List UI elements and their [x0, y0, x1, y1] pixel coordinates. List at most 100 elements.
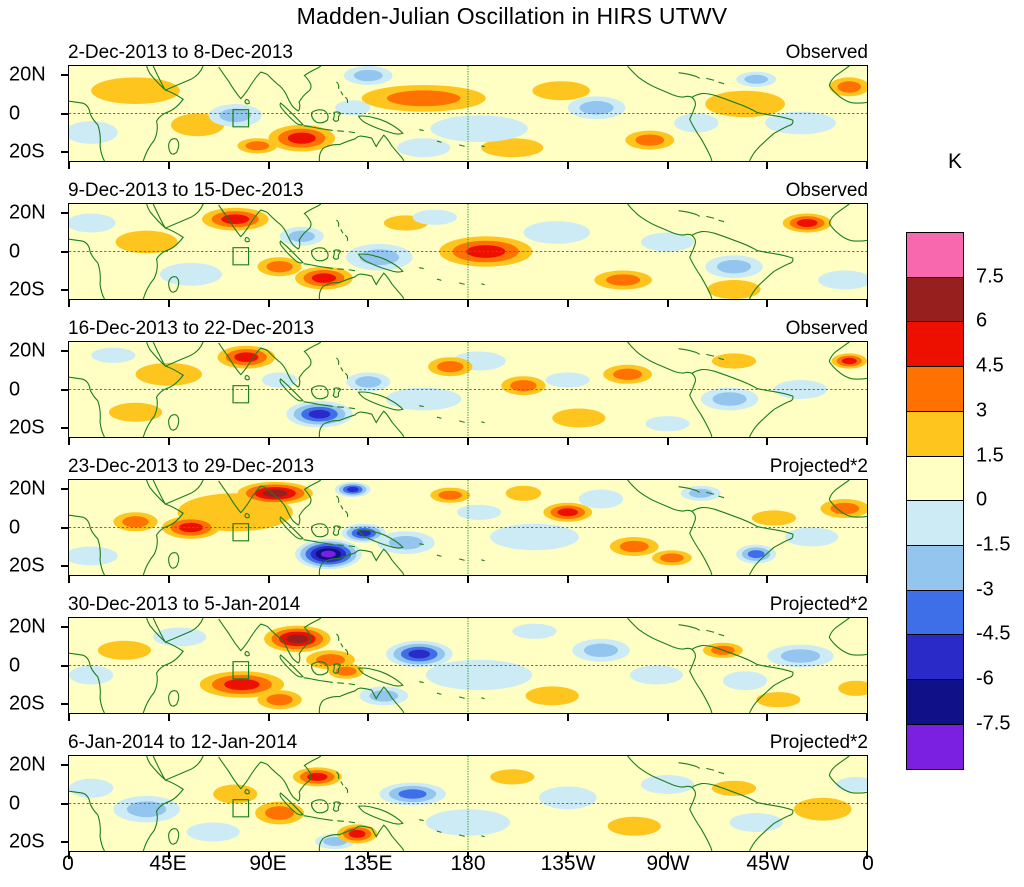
panel-source-label: Projected*2 — [769, 594, 868, 615]
y-axis-tick — [61, 151, 69, 154]
y-axis-label: 0 — [9, 378, 21, 400]
x-axis-tick — [766, 437, 769, 445]
map-panel-6: 20N 0 20S — [9, 753, 868, 859]
x-axis-tick — [68, 299, 70, 307]
panel-date-range: 30-Dec-2013 to 5-Jan-2014 — [68, 594, 301, 615]
panel-2: 9-Dec-2013 to 15-Dec-2013 Observed 20N 0… — [9, 176, 868, 307]
x-axis-label: 90W — [646, 852, 690, 875]
x-axis-tick — [267, 851, 270, 859]
panel-1: 2-Dec-2013 to 8-Dec-2013 Observed 20N 0 … — [9, 38, 868, 169]
region-of-interest-box — [233, 248, 249, 265]
x-axis-tick — [167, 851, 170, 859]
colorbar-cell — [906, 723, 964, 771]
panel-source-label: Observed — [785, 180, 868, 201]
y-axis-tick — [61, 487, 69, 490]
colorbar-cells — [906, 232, 964, 771]
colorbar-tick-label: -3 — [976, 578, 994, 601]
colorbar-tick-label: -1.5 — [976, 533, 1011, 556]
y-axis-label: 20N — [9, 339, 46, 362]
colorbar-cell — [906, 321, 964, 368]
x-axis-tick — [866, 161, 868, 169]
map-canvas — [69, 66, 867, 161]
x-axis-tick — [766, 713, 769, 721]
x-axis-tick — [666, 575, 669, 583]
panel-6-header: 6-Jan-2014 to 12-Jan-2014 Projected*2 — [68, 728, 868, 755]
y-axis-label: 0 — [9, 240, 21, 262]
map-panel-5: 20N 0 20S — [9, 615, 868, 721]
map-canvas — [69, 756, 867, 851]
x-axis-tick — [866, 575, 868, 583]
colorbar-tick-label: 0 — [976, 488, 988, 511]
x-axis-tick — [766, 299, 769, 307]
x-axis-tick — [866, 851, 868, 859]
panel-source-label: Projected*2 — [769, 732, 868, 753]
panels-container: 2-Dec-2013 to 8-Dec-2013 Observed 20N 0 … — [9, 38, 868, 866]
x-axis-tick — [467, 851, 469, 859]
colorbar-cell — [906, 679, 964, 726]
x-axis-tick — [467, 713, 469, 721]
y-axis-tick — [61, 802, 69, 805]
y-axis-tick — [61, 841, 69, 844]
x-axis-tick — [566, 713, 569, 721]
x-axis-tick — [467, 575, 469, 583]
x-axis-label: 0 — [862, 852, 874, 875]
region-of-interest-box — [233, 386, 249, 403]
panel-2-header: 9-Dec-2013 to 15-Dec-2013 Observed — [68, 176, 868, 203]
colorbar-cell — [906, 500, 964, 547]
colorbar-cell — [906, 634, 964, 681]
x-axis-label: 90E — [249, 852, 287, 875]
x-axis-tick — [467, 299, 469, 307]
x-axis-tick — [666, 437, 669, 445]
colorbar-tick-label: 1.5 — [976, 444, 1004, 466]
y-axis-label: 0 — [9, 102, 21, 124]
x-axis: 0 45E 90E 135E 180 135W 90W 45W 0 — [62, 852, 874, 880]
x-axis-tick — [68, 161, 70, 169]
panel-date-range: 2-Dec-2013 to 8-Dec-2013 — [68, 42, 293, 63]
colorbar-cell — [906, 276, 964, 323]
x-axis-tick — [167, 161, 170, 169]
x-axis-tick — [566, 437, 569, 445]
x-axis-tick — [766, 161, 769, 169]
y-axis-tick — [61, 211, 69, 214]
x-axis-tick — [367, 299, 370, 307]
y-axis-label: 20N — [9, 753, 46, 776]
y-axis-label: 0 — [9, 516, 21, 538]
x-axis-tick — [68, 851, 70, 859]
x-axis-tick — [866, 437, 868, 445]
x-axis-tick — [267, 161, 270, 169]
x-axis-tick — [467, 161, 469, 169]
colorbar-tick-label: -6 — [976, 667, 994, 690]
colorbar-cell — [906, 455, 964, 502]
x-axis-tick — [866, 299, 868, 307]
x-axis-tick — [866, 713, 868, 721]
map-canvas — [69, 204, 867, 299]
y-axis-label: 20N — [9, 615, 46, 638]
y-axis-tick — [61, 289, 69, 292]
x-axis-tick — [267, 713, 270, 721]
y-axis-label: 20S — [9, 554, 45, 577]
x-axis-tick — [367, 713, 370, 721]
y-axis-label: 0 — [9, 792, 21, 814]
region-of-interest-box — [233, 524, 249, 541]
map-panel-4: 20N 0 20S — [9, 477, 868, 583]
y-axis-label: 0 — [9, 654, 21, 676]
panel-1-header: 2-Dec-2013 to 8-Dec-2013 Observed — [68, 38, 868, 65]
colorbar-cell — [906, 589, 964, 636]
y-axis-label: 20N — [9, 63, 46, 86]
region-of-interest-box — [233, 110, 249, 127]
colorbar-tick-label: -4.5 — [976, 622, 1011, 645]
y-axis-tick — [61, 526, 69, 529]
y-axis-tick — [61, 349, 69, 352]
x-axis-tick — [666, 299, 669, 307]
region-of-interest-box — [233, 800, 249, 817]
map-panel-1: 20N 0 20S — [9, 63, 868, 169]
x-axis-tick — [68, 437, 70, 445]
y-axis-label: 20S — [9, 278, 45, 301]
x-axis-tick — [566, 299, 569, 307]
y-axis-tick — [61, 703, 69, 706]
panel-3: 16-Dec-2013 to 22-Dec-2013 Observed 20N … — [9, 314, 868, 445]
x-axis-tick — [68, 575, 70, 583]
y-axis-label: 20S — [9, 416, 45, 439]
map-canvas — [69, 342, 867, 437]
map-panel-3: 20N 0 20S — [9, 339, 868, 445]
